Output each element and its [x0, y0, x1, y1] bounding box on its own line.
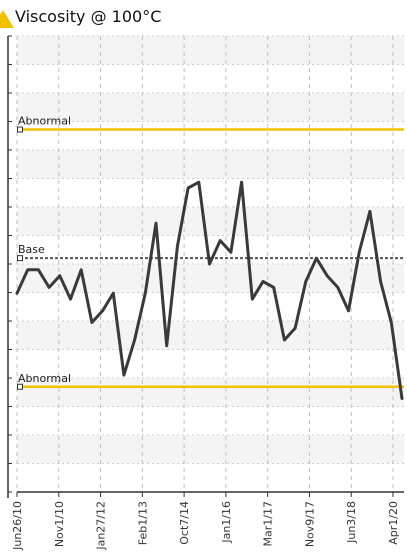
- x-tick-label: Jun3/18: [345, 501, 358, 544]
- data-point: [15, 292, 19, 295]
- data-point: [79, 268, 83, 272]
- data-point: [69, 297, 72, 301]
- data-point: [229, 251, 233, 254]
- data-point: [283, 338, 286, 342]
- x-tick-label: Feb1/13: [136, 501, 149, 545]
- data-point: [144, 292, 147, 295]
- data-point: [154, 221, 158, 225]
- plot-band: [17, 121, 404, 150]
- x-tick-label: Nov1/10: [53, 501, 66, 547]
- plot-band: [17, 378, 404, 407]
- data-point: [133, 338, 136, 342]
- plot-band: [17, 321, 404, 350]
- data-point: [315, 256, 318, 260]
- x-tick-label: Jun26/10: [11, 501, 24, 551]
- data-point: [251, 297, 254, 301]
- chart-title: Viscosity @ 100°C: [15, 7, 162, 26]
- data-point: [336, 286, 340, 289]
- data-point: [101, 309, 104, 312]
- plot-band: [17, 406, 404, 435]
- data-point: [47, 286, 51, 289]
- data-point: [400, 397, 404, 400]
- data-point: [261, 280, 265, 283]
- data-point: [390, 321, 393, 324]
- data-point: [218, 239, 222, 242]
- data-point: [176, 245, 179, 248]
- x-tick-label: Nov9/17: [303, 501, 316, 547]
- data-point: [186, 186, 190, 190]
- data-point: [347, 309, 350, 312]
- plot-band: [17, 292, 404, 321]
- plot-band: [17, 435, 404, 464]
- data-point: [58, 274, 61, 277]
- warning-icon: [0, 10, 14, 28]
- data-point: [325, 274, 329, 277]
- data-point: [112, 292, 115, 295]
- line-chart: Jun26/10 Nov1/10 Jan27/12 Feb1/13 Oct7/14 Jan…: [7, 35, 404, 551]
- reference-label: Base: [18, 243, 45, 256]
- plot-band: [17, 36, 404, 65]
- data-point: [208, 262, 211, 266]
- data-point: [26, 268, 29, 272]
- data-point: [368, 210, 372, 213]
- plot-band: [17, 150, 404, 179]
- plot-band: [17, 207, 404, 236]
- data-point: [358, 251, 361, 254]
- data-point: [304, 280, 307, 283]
- reference-marker: [17, 126, 23, 133]
- data-point: [197, 180, 201, 184]
- plot-band: [17, 178, 404, 207]
- x-tick-label: Mar1/17: [262, 501, 275, 546]
- reference-label: Abnormal: [18, 372, 71, 385]
- reference-label: Abnormal: [18, 115, 71, 128]
- data-point: [122, 373, 126, 377]
- data-point: [165, 344, 168, 348]
- plot-band: [17, 64, 404, 93]
- data-point: [272, 286, 275, 289]
- x-tick-label: Jan1/16: [220, 501, 233, 544]
- x-tick-label: Apr1/20: [387, 501, 400, 545]
- data-point: [379, 280, 382, 283]
- plot-band: [17, 349, 404, 378]
- reference-marker: [17, 255, 23, 262]
- plot-band: [17, 463, 404, 492]
- data-point: [37, 268, 40, 272]
- data-point: [293, 327, 297, 330]
- data-point: [240, 180, 243, 184]
- x-tick-label: Jan27/12: [95, 501, 108, 551]
- reference-marker: [17, 383, 23, 390]
- plot-band: [17, 93, 404, 122]
- x-tick-label: Oct7/14: [178, 501, 191, 545]
- chart-header: Viscosity @ 100°C: [0, 0, 407, 32]
- data-point: [90, 321, 94, 324]
